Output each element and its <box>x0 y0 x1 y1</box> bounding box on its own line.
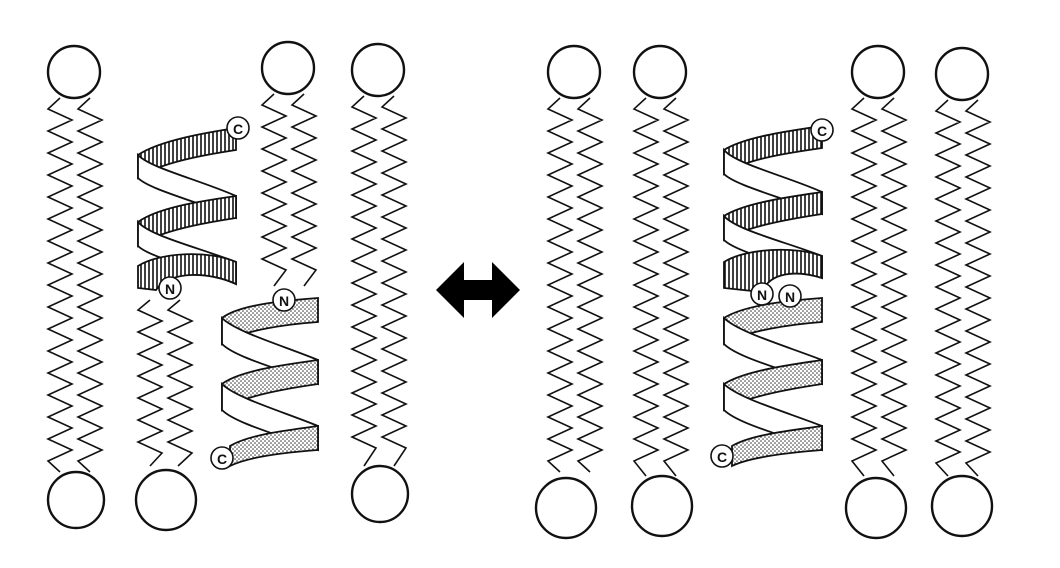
c-terminus-label: C <box>717 449 727 465</box>
lipid-head-bottom <box>46 470 106 530</box>
n-terminus-marker: N <box>750 282 774 306</box>
left-lower-helix: N C <box>210 288 319 470</box>
c-terminus-marker: C <box>810 118 834 142</box>
lipid-head-bottom <box>930 474 994 538</box>
helix-back-segment <box>731 424 823 468</box>
c-terminus-label: C <box>217 451 227 467</box>
lipid-tail <box>380 95 408 467</box>
right-panel: C N N C <box>534 44 994 540</box>
lipid-left-1 <box>46 44 106 530</box>
lipid-head-bottom <box>534 476 598 540</box>
lipid-head-bottom <box>350 464 410 524</box>
n-terminus-label: N <box>279 293 289 309</box>
n-terminus-marker: N <box>778 284 802 308</box>
lipid-head-top <box>546 44 602 100</box>
lipid-left-3 <box>260 40 318 287</box>
lipid-right-4 <box>930 46 994 538</box>
lipid-tail <box>546 97 574 473</box>
c-terminus-label: C <box>817 123 827 139</box>
n-terminus-label: N <box>785 289 795 305</box>
lipid-tail <box>290 93 318 287</box>
lipid-head-top <box>934 46 990 102</box>
lipid-head-top <box>260 40 316 96</box>
n-terminus-marker: N <box>158 276 182 300</box>
c-terminus-marker: C <box>210 446 234 470</box>
lipid-right-1 <box>534 44 604 540</box>
lipid-tail <box>850 97 878 477</box>
right-lower-helix: N C <box>710 284 823 468</box>
lipid-left-4 <box>350 42 410 524</box>
lipid-head-bottom <box>844 476 908 540</box>
n-terminus-label: N <box>757 287 767 303</box>
lipid-tail <box>964 99 992 477</box>
left-upper-helix: C N <box>137 116 250 300</box>
lipid-right-3 <box>844 44 908 540</box>
helix-back-segment <box>723 248 823 293</box>
n-terminus-marker: N <box>272 288 296 312</box>
lipid-tail <box>880 97 908 477</box>
lipid-tail <box>76 97 104 473</box>
helix-back-segment <box>137 253 237 291</box>
n-terminus-label: N <box>165 281 175 297</box>
lipid-tail <box>46 97 74 473</box>
lipid-tail <box>260 93 288 287</box>
helix-back-segment <box>229 424 319 468</box>
c-terminus-marker: C <box>226 116 250 140</box>
equilibrium-double-arrow-icon <box>436 262 520 318</box>
lipid-tail <box>576 97 604 473</box>
lipid-tail <box>166 299 194 467</box>
lipid-left-2 <box>134 299 198 532</box>
c-terminus-marker: C <box>710 444 734 468</box>
lipid-tail <box>662 97 690 477</box>
lipid-tail <box>350 95 378 467</box>
lipid-head-top <box>850 44 906 100</box>
lipid-right-2 <box>630 44 694 538</box>
right-upper-helix: C N <box>723 118 834 306</box>
lipid-head-bottom <box>630 474 694 538</box>
lipid-head-bottom <box>134 468 198 532</box>
lipid-head-top <box>46 44 102 100</box>
right-membrane <box>534 44 994 540</box>
c-terminus-label: C <box>233 121 243 137</box>
lipid-tail <box>632 97 660 477</box>
lipid-tail <box>934 99 962 477</box>
lipid-tail <box>136 299 164 467</box>
left-membrane <box>46 40 410 532</box>
lipid-head-top <box>350 42 406 98</box>
lipid-head-top <box>632 44 688 100</box>
left-panel: C N N C <box>46 40 410 532</box>
